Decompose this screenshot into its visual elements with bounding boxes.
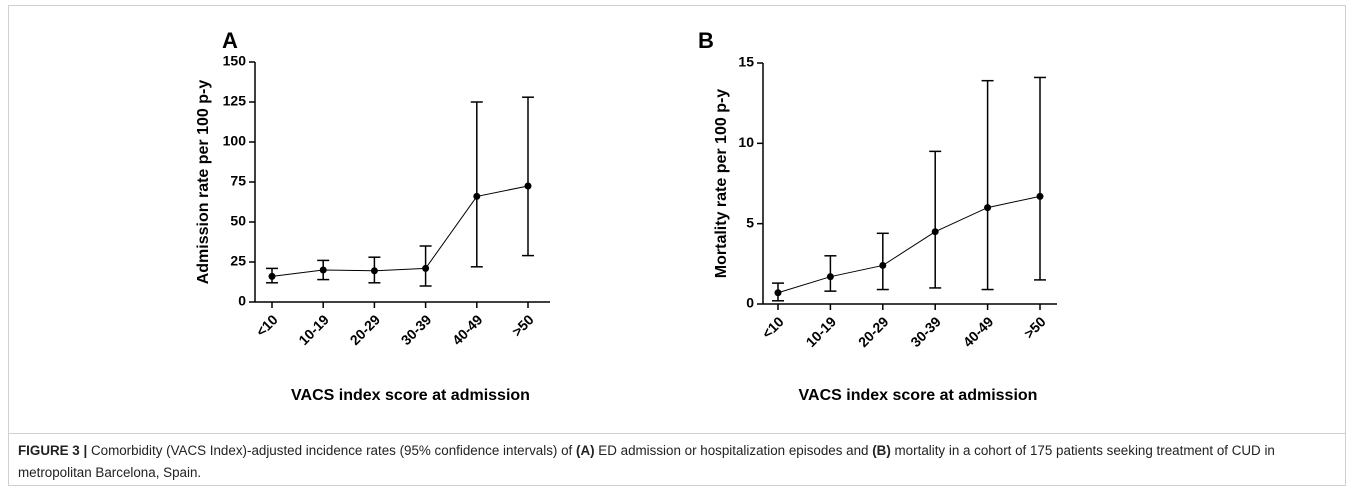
caption-text: mortality in a cohort of 175 patients se… xyxy=(18,443,1275,480)
caption-text: Comorbidity (VACS Index)-adjusted incide… xyxy=(87,443,576,458)
data-point xyxy=(826,273,834,281)
data-point xyxy=(1036,192,1044,200)
y-axis-title: Admission rate per 100 p-y xyxy=(195,80,212,285)
error-bar xyxy=(876,232,889,291)
y-tick-label: 50 xyxy=(230,213,246,229)
caption-separator xyxy=(9,433,1345,434)
y-axis-title: Mortality rate per 100 p-y xyxy=(713,89,730,279)
x-tick-label: 10-19 xyxy=(803,313,840,350)
data-point xyxy=(319,266,327,274)
data-point xyxy=(984,204,992,212)
caption-text: ED admission or hospitalization episodes… xyxy=(594,443,873,458)
data-point xyxy=(931,228,939,236)
caption: FIGURE 3 | Comorbidity (VACS Index)-adju… xyxy=(18,440,1298,484)
figure: A Admission rate per 100 p-y VACS index sc… xyxy=(195,28,1057,404)
x-tick-label: 30-39 xyxy=(907,313,944,350)
data-point xyxy=(524,182,532,190)
caption-text: (A) xyxy=(575,443,595,458)
y-tick-label: 75 xyxy=(230,173,246,189)
x-tick-label: 10-19 xyxy=(295,311,332,348)
caption-text: (B) xyxy=(872,443,891,458)
error-bar xyxy=(522,96,534,257)
figure-frame xyxy=(8,5,1346,486)
x-tick-label: >50 xyxy=(509,311,537,339)
data-point xyxy=(774,289,782,297)
caption-label: FIGURE 3 | xyxy=(18,443,88,458)
y-tick-label: 5 xyxy=(746,214,754,230)
error-bar xyxy=(929,150,942,289)
x-tick-label: 20-29 xyxy=(347,311,384,348)
y-tick-label: 15 xyxy=(738,54,754,70)
data-point xyxy=(268,272,276,280)
x-tick-label: 40-49 xyxy=(449,311,486,348)
data-line xyxy=(777,195,1041,294)
x-tick-label: 40-49 xyxy=(960,313,997,350)
error-bar xyxy=(981,79,994,291)
x-tick-label: 20-29 xyxy=(855,313,892,350)
data-point xyxy=(370,267,378,275)
error-bar xyxy=(470,101,483,268)
y-tick-label: 100 xyxy=(223,133,247,149)
panel-label: B xyxy=(698,28,714,53)
y-tick-label: 125 xyxy=(223,93,247,109)
y-tick-label: 0 xyxy=(238,293,246,309)
data-point xyxy=(473,192,481,200)
y-tick-label: 25 xyxy=(230,253,246,269)
error-bar xyxy=(1034,76,1046,281)
data-line xyxy=(271,185,529,277)
panel-label: A xyxy=(222,28,238,53)
x-tick-label: >50 xyxy=(1021,313,1049,341)
data-point xyxy=(422,264,430,272)
x-tick-label: 30-39 xyxy=(398,311,435,348)
y-tick-label: 150 xyxy=(223,53,247,69)
y-tick-label: 0 xyxy=(746,295,754,311)
x-axis-title: VACS index score at admission xyxy=(799,387,1038,404)
x-tick-label: <10 xyxy=(759,313,787,341)
x-axis-title: VACS index score at admission xyxy=(291,387,530,404)
y-tick-label: 10 xyxy=(738,134,754,150)
x-tick-label: <10 xyxy=(253,311,281,339)
data-point xyxy=(879,261,887,269)
